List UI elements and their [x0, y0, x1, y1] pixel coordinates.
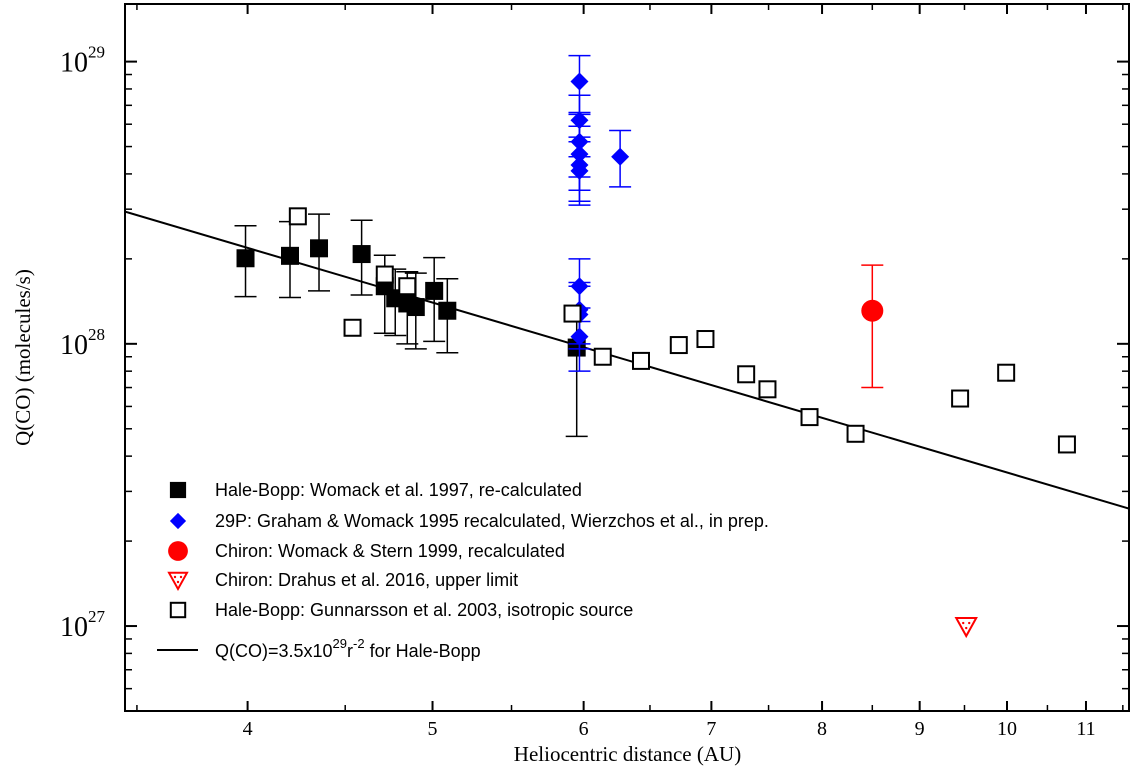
x-tick-label: 5: [428, 718, 438, 740]
error-bar: [565, 308, 588, 438]
data-point: [631, 351, 650, 370]
legend-label: Hale-Bopp: Gunnarsson et al. 2003, isotr…: [215, 600, 633, 620]
legend-item: Hale-Bopp: Womack et al. 1997, re-calcul…: [169, 480, 582, 500]
data-point: [570, 327, 589, 346]
data-point: [861, 299, 884, 322]
data-point: [570, 145, 589, 164]
data-point: [758, 380, 777, 399]
legend-item: 29P: Graham & Womack 1995 recalculated, …: [169, 511, 769, 531]
legend-marker: [167, 571, 189, 592]
data-point: [563, 304, 582, 323]
legend-item: Chiron: Drahus et al. 2016, upper limit: [167, 570, 518, 592]
data-point: [997, 363, 1016, 382]
legend-label: Chiron: Womack & Stern 1999, recalculate…: [215, 541, 565, 561]
x-tick-label: 4: [243, 718, 253, 740]
data-point: [570, 111, 589, 130]
data-point: [236, 249, 255, 268]
data-point: [310, 239, 329, 258]
data-point: [696, 330, 715, 349]
y-axis-title: Q(CO) (molecules/s): [11, 269, 35, 446]
data-point: [375, 265, 394, 284]
data-point: [288, 207, 307, 226]
data-point: [954, 617, 978, 639]
legend-label: Hale-Bopp: Womack et al. 1997, re-calcul…: [215, 480, 582, 500]
y-tick-exponent: 28: [88, 325, 105, 344]
x-tick-label: 8: [817, 718, 827, 740]
x-tick-label: 6: [579, 718, 589, 740]
y-tick-base: 10: [60, 48, 88, 79]
series-2: [861, 264, 884, 389]
plot-frame: [124, 3, 1130, 712]
data-point-dot: [965, 626, 968, 630]
fit-label-part: Q(CO)=3.5x10: [215, 641, 333, 661]
fit-label-part: for Hale-Bopp: [365, 641, 481, 661]
data-point: [570, 161, 589, 180]
data-point: [425, 281, 444, 300]
legend-fit-label: Q(CO)=3.5x1029r-2 for Hale-Bopp: [215, 636, 481, 661]
y-tick-label: 1028: [60, 325, 105, 361]
data-point: [611, 147, 630, 166]
legend-marker: [169, 512, 187, 530]
data-point: [951, 389, 970, 408]
x-tick-label: 7: [706, 718, 716, 740]
legend-item-fit: Q(CO)=3.5x1029r-2 for Hale-Bopp: [157, 636, 481, 661]
legend-marker-dot: [179, 575, 183, 579]
data-point: [570, 72, 589, 91]
series-0: [234, 213, 588, 438]
data-point: [352, 245, 371, 264]
fit-line: [124, 210, 1130, 510]
data-point: [280, 246, 299, 265]
x-tick-label: 9: [915, 718, 925, 740]
data-point: [1057, 435, 1076, 454]
legend-marker-dot: [173, 575, 177, 579]
fit-label-exponent: -2: [353, 636, 365, 651]
data-point: [398, 277, 417, 296]
data-point: [438, 301, 457, 320]
x-tick-label: 11: [1076, 718, 1095, 740]
legend-item: Hale-Bopp: Gunnarsson et al. 2003, isotr…: [169, 600, 633, 620]
data-point: [570, 132, 589, 151]
data-point-dot: [962, 621, 965, 625]
x-axis-title: Heliocentric distance (AU): [514, 742, 741, 766]
data-point: [343, 318, 362, 337]
series-3: [954, 617, 978, 639]
legend-marker-dot: [176, 580, 180, 584]
legend-marker: [169, 481, 187, 499]
legend-item: Chiron: Womack & Stern 1999, recalculate…: [168, 541, 565, 561]
data-point: [570, 277, 589, 296]
series-1: [568, 54, 632, 372]
y-tick-label: 1029: [60, 43, 105, 79]
y-tick-base: 10: [60, 330, 88, 361]
data-point-dot: [968, 621, 971, 625]
y-tick-label: 1027: [60, 607, 106, 643]
data-point: [406, 298, 425, 317]
data-point: [669, 336, 688, 355]
data-point: [846, 424, 865, 443]
legend-marker: [168, 541, 188, 561]
y-tick-exponent: 29: [88, 43, 105, 62]
x-tick-label: 10: [997, 718, 1017, 740]
data-point: [800, 408, 819, 427]
legend-marker: [169, 601, 187, 619]
y-tick-exponent: 27: [88, 607, 106, 626]
legend-label: Chiron: Drahus et al. 2016, upper limit: [215, 570, 518, 590]
error-bar: [861, 264, 884, 389]
series-4: [288, 207, 1076, 454]
data-point: [737, 365, 756, 384]
legend-label: 29P: Graham & Womack 1995 recalculated, …: [215, 511, 769, 531]
fit-label-part: r: [347, 641, 353, 661]
y-tick-base: 10: [60, 612, 88, 643]
data-point: [593, 347, 612, 366]
fit-label-exponent: 29: [333, 636, 347, 651]
